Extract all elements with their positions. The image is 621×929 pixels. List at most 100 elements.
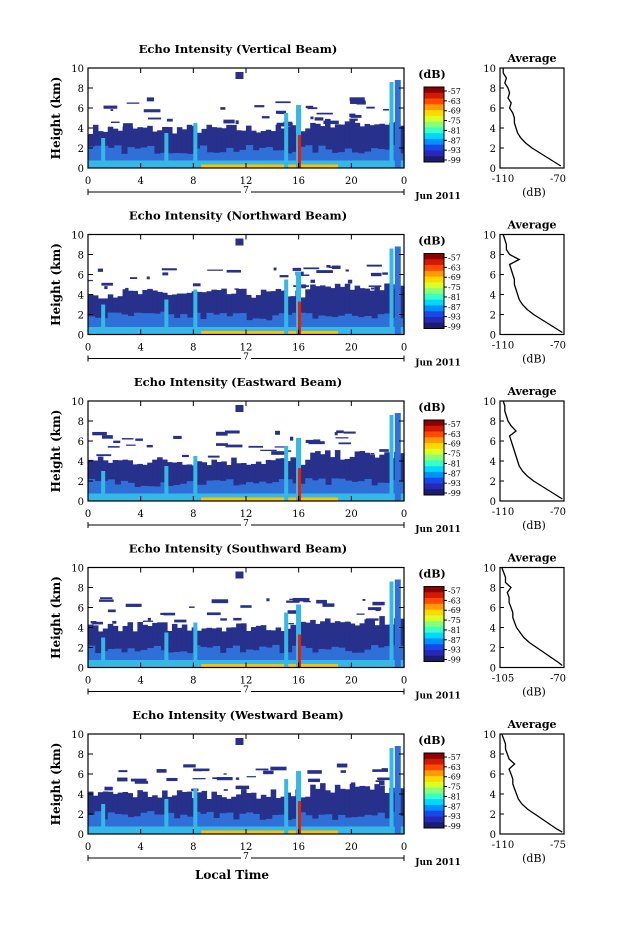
echo-cell [371, 485, 379, 501]
y-tick-label: 4 [78, 457, 84, 468]
echo-fragment [368, 285, 382, 287]
colorbar-swatch [424, 483, 444, 490]
avg-y-tick-label: 6 [490, 271, 496, 282]
echo-cell [384, 792, 390, 834]
echo-fragment [235, 120, 239, 125]
echo-cell [107, 623, 114, 668]
echo-cell [94, 145, 102, 168]
echo-cell [127, 622, 134, 668]
day-label: 7 [243, 519, 249, 529]
echo-surface-peak [201, 497, 339, 501]
echo-cell [338, 814, 346, 834]
colorbar-tick-label: -93 [448, 479, 461, 488]
echo-cell [171, 623, 178, 668]
echo-cell [364, 786, 371, 834]
echo-cell [221, 128, 227, 168]
echo-cell [272, 315, 280, 335]
avg-x-tick-label: -70 [550, 341, 566, 352]
echo-cell [334, 124, 341, 168]
echo-fragment [207, 269, 223, 271]
day-label-bg [241, 851, 251, 860]
beam-panel-5: Echo Intensity (Westward Beam) 0 2 4 6 8 10 Hei… [49, 708, 566, 868]
colorbar-swatch [424, 87, 444, 94]
echo-cell [331, 152, 339, 168]
y-tick-label: 10 [71, 231, 84, 242]
colorbar-swatch [424, 638, 444, 645]
echo-cell [270, 789, 277, 834]
echo-cell [390, 145, 399, 168]
echo-cell [351, 315, 359, 335]
echo-cell [250, 463, 257, 501]
echo-fragment [183, 764, 196, 768]
echo-cell [374, 784, 380, 834]
echo-fragment [118, 770, 128, 773]
echo-cell [206, 152, 214, 168]
echo-cell [127, 793, 134, 834]
echo-cell [280, 290, 287, 335]
echo-fragment [378, 781, 385, 786]
echo-cell [320, 285, 326, 335]
echo-cell [278, 313, 287, 335]
x-tick-label: 4 [137, 676, 143, 687]
echo-cell [226, 479, 234, 501]
colorbar-swatch [424, 655, 444, 662]
echo-cell [285, 126, 292, 168]
colorbar-tick-label: -75 [448, 117, 461, 126]
echo-cell [97, 456, 104, 501]
avg-y-tick-label: 0 [490, 331, 496, 342]
echo-cell [160, 814, 168, 834]
avg-y-tick-label: 10 [483, 64, 496, 75]
avg-x-tick-label: -105 [492, 674, 514, 685]
echo-cell [349, 783, 356, 834]
y-tick-label: 8 [78, 417, 84, 428]
echo-cell [339, 788, 346, 834]
echo-cell [137, 790, 143, 834]
colorbar-tick-label: -93 [448, 313, 461, 322]
y-tick-label: 4 [78, 624, 84, 635]
echo-cell [231, 457, 237, 501]
x-tick-label: 12 [240, 842, 253, 853]
x-tick-label: 8 [190, 676, 196, 687]
echo-cell [371, 148, 379, 168]
y-tick-label: 6 [78, 437, 84, 448]
x-tick-label: 0 [401, 343, 407, 354]
average-frame [499, 400, 565, 502]
echo-cell [364, 478, 372, 501]
echo-fragment [163, 612, 176, 616]
echo-cell [216, 127, 222, 168]
echo-cell [147, 626, 153, 668]
echo-cell [315, 286, 321, 335]
echo-cell [231, 796, 237, 834]
echo-cell [107, 312, 115, 335]
colorbar-swatch [424, 265, 444, 272]
echo-cell [315, 623, 321, 668]
echo-cell [329, 622, 336, 668]
colorbar-label: (dB) [418, 235, 445, 248]
echo-heatmap [88, 72, 405, 168]
echo-cell [180, 483, 188, 501]
echo-cell [265, 147, 273, 168]
average-line [502, 68, 562, 167]
colorbar-swatch [424, 649, 444, 657]
echo-fragment [161, 268, 177, 271]
y-axis-label: Height (km) [49, 743, 63, 826]
echo-fragment [379, 449, 389, 452]
echo-cell [122, 289, 129, 335]
echo-cell [250, 130, 257, 168]
echo-fragment [125, 287, 129, 292]
echo-cell [390, 317, 399, 335]
echo-fragment [307, 770, 322, 774]
echo-fragment [235, 571, 244, 579]
colorbar-swatch [424, 437, 444, 444]
echo-fragment [303, 267, 320, 270]
echo-cell [349, 456, 356, 501]
x-tick-label: 0 [85, 509, 91, 520]
colorbar-swatch [424, 270, 444, 277]
echo-column [389, 748, 394, 834]
colorbar-swatch [424, 431, 444, 438]
colorbar-swatch [424, 644, 444, 651]
echo-cell [318, 315, 326, 335]
x-tick-label: 16 [292, 842, 305, 853]
echo-fragment [288, 623, 294, 625]
echo-cell [334, 784, 341, 834]
